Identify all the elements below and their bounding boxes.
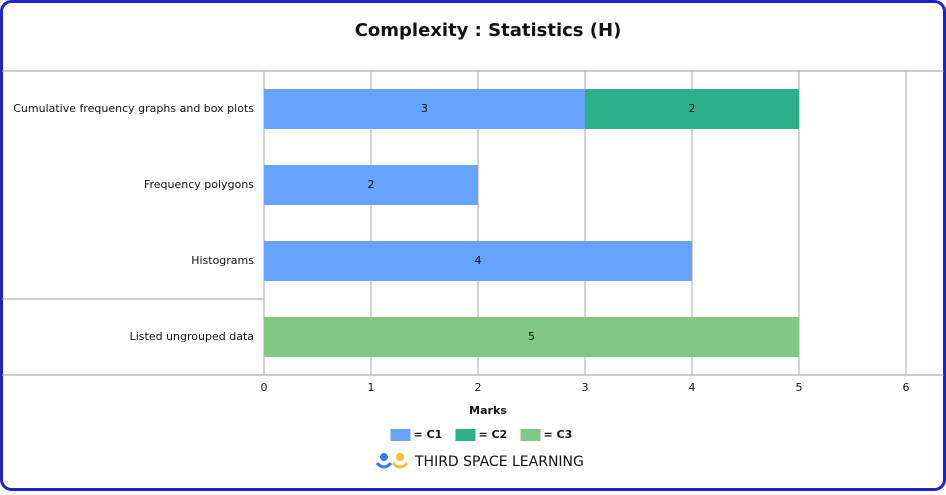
x-tick-label: 0 [261,381,268,394]
y-tick-label: Histograms [191,254,254,267]
x-tick-label: 6 [903,381,910,394]
logo-text: THIRD SPACE LEARNING [414,454,584,470]
bar [264,241,692,281]
bar [264,89,585,129]
bar [264,165,478,205]
value-label: 3 [421,102,428,115]
legend-swatch [390,429,411,441]
value-label: 4 [475,254,482,267]
value-label: 2 [689,102,696,115]
x-tick-label: 1 [368,381,375,394]
x-axis-label: Marks [469,404,507,417]
legend-label: = C1 [414,428,443,441]
legend-label: = C2 [479,428,508,441]
x-tick-label: 4 [689,381,696,394]
chart-title: Complexity : Statistics (H) [355,20,622,41]
legend-label: = C3 [544,428,573,441]
y-tick-label: Cumulative frequency graphs and box plot… [13,102,254,115]
y-tick-label: Listed ungrouped data [130,330,254,343]
logo: THIRD SPACE LEARNING [375,453,584,470]
x-tick-label: 3 [582,381,589,394]
x-tick-label: 5 [796,381,803,394]
value-label: 5 [528,330,535,343]
legend-swatch [520,429,541,441]
bar [585,89,799,129]
legend-swatch [455,429,476,441]
value-label: 2 [368,178,375,191]
bar [264,317,799,357]
x-tick-label: 2 [475,381,482,394]
y-tick-label: Frequency polygons [144,178,254,191]
